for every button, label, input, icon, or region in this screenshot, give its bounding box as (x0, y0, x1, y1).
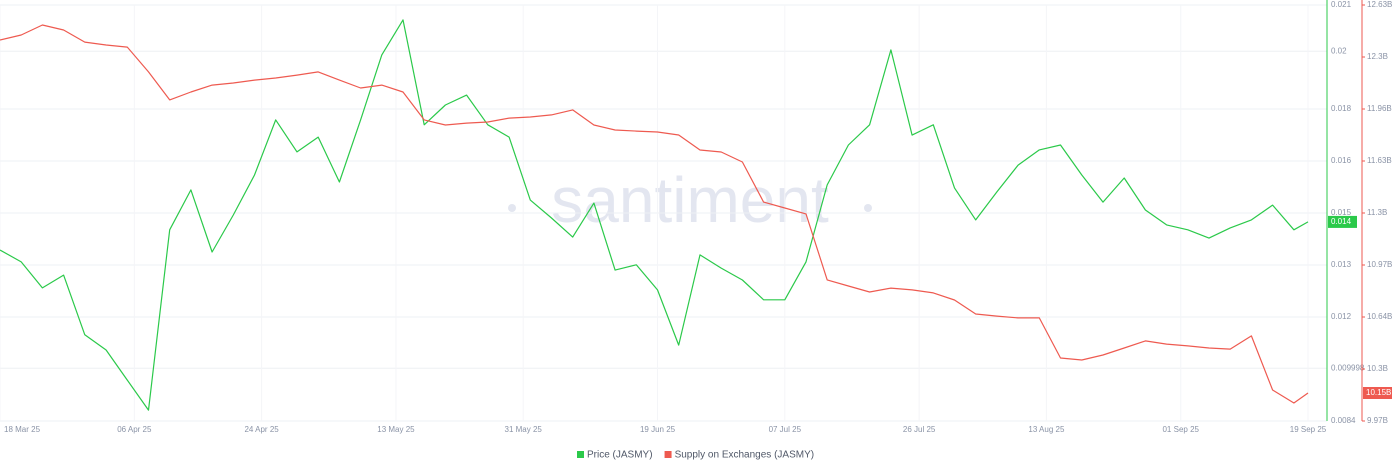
legend-label: Price (JASMY) (587, 450, 653, 461)
series-line (0, 19, 1309, 411)
y-tick-label: 0.021 (1331, 0, 1352, 9)
y2-tick-label: 10.3B (1367, 364, 1388, 373)
y2-tick-label: 9.97B (1367, 416, 1388, 425)
y-tick-label: 0.012 (1331, 312, 1352, 321)
x-tick-label: 19 Sep 25 (1290, 425, 1327, 434)
x-tick-label: 06 Apr 25 (117, 425, 152, 434)
legend-swatch (664, 451, 672, 458)
x-tick-label: 18 Mar 25 (4, 425, 41, 434)
y-tick-label: 0.013 (1331, 260, 1352, 269)
x-tick-label: 07 Jul 25 (769, 425, 802, 434)
series-line (0, 24, 1309, 404)
y2-tick-label: 11.63B (1367, 156, 1392, 165)
y2-tick-label: 10.97B (1367, 260, 1392, 269)
legend-swatch (577, 451, 584, 458)
y-tick-label: 0.018 (1331, 104, 1352, 113)
last-value-badge (1363, 387, 1392, 400)
x-tick-label: 13 May 25 (377, 425, 415, 434)
x-tick-label: 26 Jul 25 (903, 425, 936, 434)
watermark-dot (508, 204, 516, 212)
last-value-label: 0.014 (1331, 217, 1352, 226)
y-tick-label: 0.015 (1331, 208, 1352, 217)
x-tick-label: 01 Sep 25 (1162, 425, 1199, 434)
y-tick-label: 0.0084 (1331, 416, 1356, 425)
legend-item: Price (JASMY) (577, 450, 653, 461)
watermark: santiment (551, 164, 829, 236)
x-tick-label: 24 Apr 25 (244, 425, 279, 434)
x-tick-label: 31 May 25 (505, 425, 543, 434)
y-tick-label: 0.016 (1331, 156, 1352, 165)
legend-item: Supply on Exchanges (JASMY) (664, 450, 815, 461)
x-tick-label: 13 Aug 25 (1028, 425, 1065, 434)
watermark-dot (864, 204, 872, 212)
y2-tick-label: 11.96B (1367, 104, 1392, 113)
y-tick-label: 0.02 (1331, 46, 1347, 55)
y-tick-label: 0.009998 (1331, 363, 1365, 372)
x-tick-label: 19 Jun 25 (640, 425, 676, 434)
last-value-badge (1328, 215, 1357, 228)
y2-tick-label: 11.3B (1367, 208, 1387, 217)
y2-tick-label: 12.63B (1367, 0, 1392, 9)
y2-tick-label: 10.64B (1367, 312, 1392, 321)
y2-tick-label: 12.3B (1367, 52, 1388, 61)
legend-label: Supply on Exchanges (JASMY) (675, 450, 815, 461)
last-value-label: 10.15B (1366, 388, 1391, 397)
